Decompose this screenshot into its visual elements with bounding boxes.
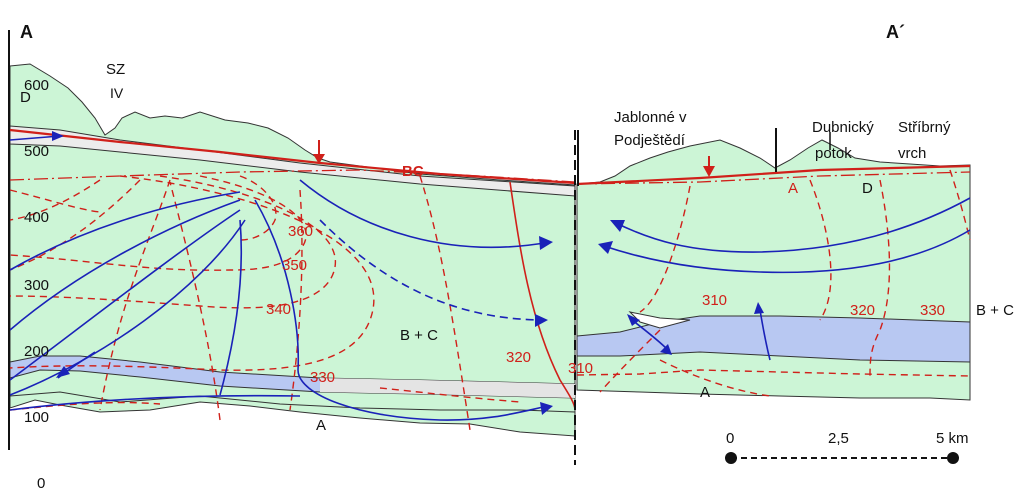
elevation-0: 0 bbox=[37, 475, 45, 492]
isoline-label-320-left: 320 bbox=[506, 349, 531, 366]
section-start-label: A bbox=[20, 22, 33, 42]
label-sz: SZ bbox=[106, 61, 125, 78]
isolines-right bbox=[576, 169, 971, 397]
label-iv: IV bbox=[110, 85, 124, 101]
red-boundary-top-right bbox=[576, 164, 971, 186]
confining-lower-left-grey bbox=[320, 378, 575, 398]
base-line-left bbox=[9, 391, 576, 413]
elevation-500: 500 bbox=[24, 143, 49, 160]
unit-b-c-main: B + C bbox=[400, 327, 438, 344]
red-dashdot-left bbox=[9, 169, 576, 183]
unit-a-red: A bbox=[788, 180, 798, 197]
isoline-label-310-left: 310 bbox=[568, 360, 593, 377]
recharge-arrow-right bbox=[703, 156, 715, 177]
place-jablonne-1: Jablonné v bbox=[614, 109, 687, 126]
unit-d-right: D bbox=[862, 180, 873, 197]
elevation-100: 100 bbox=[24, 409, 49, 426]
unit-a-right: A bbox=[700, 384, 710, 401]
scale-mid: 2,5 bbox=[828, 430, 849, 447]
elevation-200: 200 bbox=[24, 343, 49, 360]
place-dubnicky-2: potok bbox=[815, 145, 852, 162]
isoline-label-330: 330 bbox=[310, 369, 335, 386]
isoline-label-320-right: 320 bbox=[850, 302, 875, 319]
isoline-label-310-right: 310 bbox=[702, 292, 727, 309]
red-dashdot-right bbox=[576, 171, 971, 185]
flow-arrowheads-right bbox=[598, 220, 764, 355]
scale-end: 5 km bbox=[936, 430, 969, 447]
red-boundary-top-left bbox=[9, 128, 576, 185]
unit-b-c-right: B + C bbox=[976, 302, 1014, 319]
place-stribrny-1: Stříbrný bbox=[898, 119, 951, 136]
flow-arrowheads-left bbox=[52, 131, 553, 415]
place-stribrny-2: vrch bbox=[898, 145, 926, 162]
isoline-label-360: 360 bbox=[288, 223, 313, 240]
place-jablonne-2: Podještědí bbox=[614, 132, 686, 149]
section-end-label: A´ bbox=[886, 22, 905, 42]
flow-line-bottom-left bbox=[57, 351, 96, 379]
isoline-label-350: 350 bbox=[282, 257, 307, 274]
unit-a-left: A bbox=[316, 417, 326, 434]
elevation-400: 400 bbox=[24, 209, 49, 226]
isoline-label-340: 340 bbox=[266, 301, 291, 318]
elevation-300: 300 bbox=[24, 277, 49, 294]
isoline-label-330-right: 330 bbox=[920, 302, 945, 319]
recharge-arrow-left bbox=[313, 140, 325, 164]
scale-zero: 0 bbox=[726, 430, 734, 447]
red-isoline-310-left bbox=[509, 181, 576, 411]
unit-bc: BC bbox=[402, 163, 424, 180]
label-d-top: D bbox=[20, 89, 31, 106]
elevation-600: 600 bbox=[24, 77, 49, 94]
flow-lines-left bbox=[9, 135, 551, 421]
flow-lines-right bbox=[603, 197, 971, 361]
place-dubnicky-1: Dubnický bbox=[812, 119, 874, 136]
scale-bar bbox=[725, 452, 959, 464]
